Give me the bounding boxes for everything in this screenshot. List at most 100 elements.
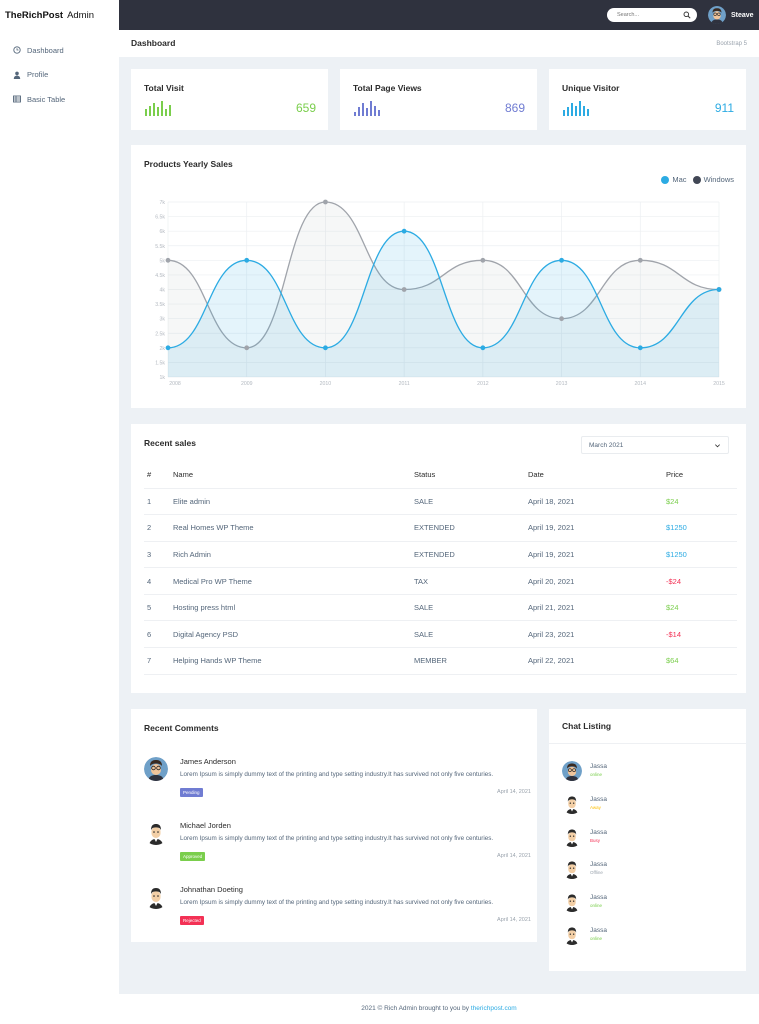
cell-status: MEMBER	[414, 647, 528, 675]
cell-price: $1250	[666, 514, 737, 542]
user-icon	[13, 71, 21, 79]
table-row[interactable]: 6 Digital Agency PSD SALE April 23, 2021 -$1…	[144, 620, 737, 649]
data-point-windows	[323, 199, 328, 205]
sparkline-bars	[354, 101, 388, 116]
data-point-mac	[716, 287, 722, 292]
avatar	[708, 6, 726, 24]
data-point-mac	[401, 228, 407, 234]
data-point-mac	[637, 345, 643, 351]
stat-card-unique-visitor: Unique Visitor 911	[549, 69, 746, 130]
chevron-down-icon	[714, 442, 721, 449]
search-icon[interactable]	[683, 11, 691, 19]
sparkline-bar	[378, 110, 380, 116]
cell-date: April 19, 2021	[528, 541, 666, 569]
table-row[interactable]: 5 Hosting press html SALE April 21, 2021 $24	[144, 594, 737, 622]
sparkline-bar	[362, 103, 364, 116]
chat-list-item[interactable]: Jassa online	[562, 892, 732, 916]
table-row[interactable]: 1 Elite admin SALE April 18, 2021 $24	[144, 488, 737, 516]
sales-chart-card: Products Yearly Sales Mac Windows 1k 1.5k…	[131, 145, 746, 408]
data-point-mac	[244, 257, 250, 263]
sparkline-bar	[579, 101, 581, 116]
chat-user-status: Busy	[590, 837, 601, 843]
comment-text: Lorem Ipsum is simply dummy text of the …	[180, 899, 494, 906]
x-tick-label: 2008	[169, 381, 181, 387]
search-input[interactable]	[617, 12, 677, 18]
cell-product-name: Real Homes WP Theme	[173, 514, 414, 542]
footer: 2021 © Rich Admin brought to you by ther…	[119, 994, 759, 1024]
avatar	[562, 793, 582, 814]
sparkline-bar	[161, 101, 163, 116]
sparkline-bars	[145, 101, 179, 116]
chat-list-item[interactable]: Jassa online	[562, 925, 732, 949]
avatar	[562, 826, 582, 847]
month-select[interactable]: March 2021	[581, 436, 729, 454]
cell-status: SALE	[414, 620, 528, 649]
table-row[interactable]: 7 Helping Hands WP Theme MEMBER April 22, 2…	[144, 647, 737, 675]
sparkline-bar	[366, 107, 368, 116]
y-tick-label: 4k	[160, 288, 166, 294]
cell-product-name: Hosting press html	[173, 594, 414, 622]
column-header: Price	[666, 461, 737, 489]
sidebar-item-dashboard[interactable]: Dashboard	[0, 38, 119, 63]
data-point-mac	[559, 257, 564, 263]
sparkline-bar	[354, 111, 356, 116]
y-tick-label: 3.5k	[155, 302, 165, 308]
sparkline-bar	[153, 102, 155, 116]
user-menu[interactable]: Steave	[708, 6, 754, 24]
sparkline-bar	[563, 110, 565, 116]
legend-item-windows[interactable]: Windows	[692, 175, 734, 184]
data-point-windows	[637, 257, 643, 263]
comment-text: Lorem Ipsum is simply dummy text of the …	[180, 835, 494, 842]
x-tick-label: 2011	[399, 381, 410, 387]
cell-date: April 20, 2021	[528, 567, 666, 595]
table-row[interactable]: 2 Real Homes WP Theme EXTENDED April 19, 20…	[144, 514, 737, 542]
sidebar-item-basic-table[interactable]: Basic Table	[0, 87, 119, 112]
sidebar-item-label: Dashboard	[27, 45, 64, 55]
data-point-mac	[165, 345, 171, 351]
chat-list-item[interactable]: Jassa online	[562, 761, 732, 785]
y-tick-label: 5.5k	[155, 244, 165, 250]
brand-logo[interactable]: TheRichPost Admin	[0, 0, 119, 30]
table-header-row: # Name Status Date Price	[144, 461, 737, 489]
legend-label: Windows	[703, 175, 734, 184]
stat-value: 659	[295, 101, 316, 115]
chat-user-status: online	[590, 936, 603, 941]
chat-user-name: Jassa	[590, 894, 607, 902]
sparkline-bar	[575, 106, 577, 116]
cell-row-number: 3	[144, 541, 173, 569]
sidebar-item-label: Basic Table	[27, 94, 66, 104]
y-tick-label: 6.5k	[155, 215, 165, 221]
chat-list-item[interactable]: Jassa Busy	[562, 826, 732, 851]
cell-row-number: 1	[144, 488, 173, 516]
avatar	[562, 859, 582, 880]
footer-link[interactable]: therichpost.com	[470, 1005, 517, 1012]
stat-value: 911	[714, 101, 734, 115]
chat-list-item[interactable]: Jassa Away	[562, 793, 732, 818]
y-tick-label: 6k	[160, 229, 166, 235]
comment-author: James Anderson	[180, 757, 236, 766]
topbar: Steave	[119, 0, 759, 30]
status-badge: Approved	[180, 852, 206, 861]
chat-user-name: Jassa	[590, 828, 607, 836]
chat-list-item[interactable]: Jassa Offline	[562, 859, 732, 883]
avatar	[562, 892, 582, 913]
table-icon	[13, 95, 21, 103]
recent-comments-title: Recent Comments	[144, 723, 219, 733]
legend-item-mac[interactable]: Mac	[661, 175, 687, 184]
avatar	[562, 761, 582, 781]
cell-price: $64	[666, 647, 737, 675]
comment-date: April 14, 2021	[497, 917, 531, 923]
x-tick-label: 2013	[556, 381, 568, 387]
table-row[interactable]: 3 Rich Admin EXTENDED April 19, 2021 $1250	[144, 541, 737, 569]
series-line-windows	[167, 201, 720, 349]
table-row[interactable]: 4 Medical Pro WP Theme TAX April 20, 2021 -$…	[144, 567, 737, 595]
sidebar-item-profile[interactable]: Profile	[0, 63, 119, 88]
data-point-windows	[401, 287, 407, 292]
chat-user-status: online	[590, 772, 603, 777]
cell-row-number: 7	[144, 647, 173, 675]
brand-name-rest: Admin	[67, 9, 94, 21]
sparkline-bar	[583, 105, 585, 116]
sparkline-bar	[145, 109, 147, 116]
sparkline-bar	[370, 101, 372, 116]
breadcrumb[interactable]: Bootstrap 5	[716, 41, 747, 47]
